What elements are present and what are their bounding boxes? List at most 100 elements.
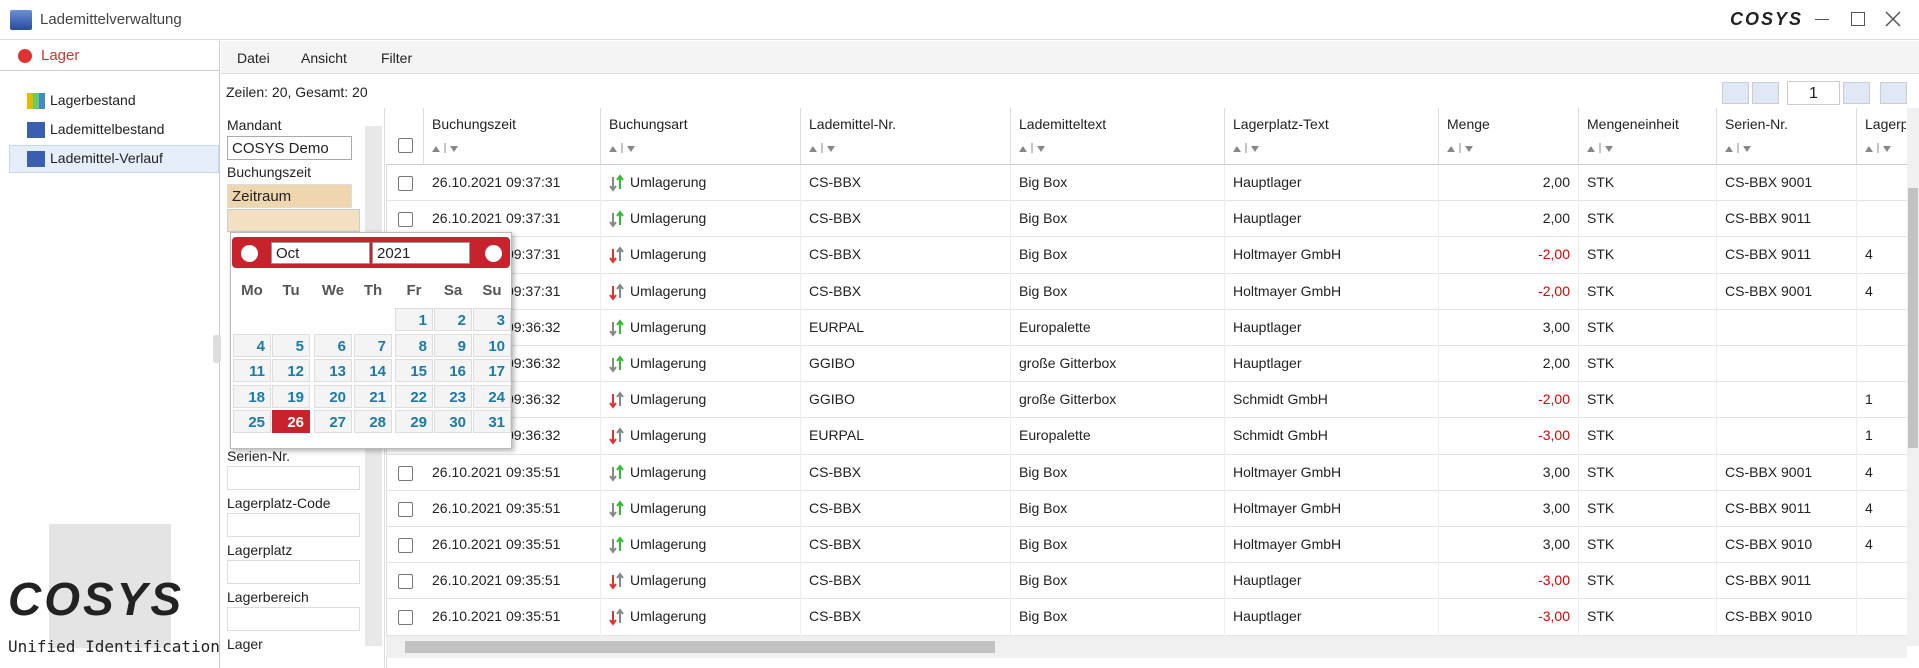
cell-divider xyxy=(600,201,601,238)
sort-icons[interactable] xyxy=(608,140,636,156)
filter-input[interactable] xyxy=(227,560,360,584)
table-cell: CS-BBX 9001 xyxy=(1725,282,1813,299)
column-header[interactable]: Lagerp xyxy=(1865,116,1906,132)
calendar-day[interactable]: 7 xyxy=(354,333,392,357)
logo-backdrop xyxy=(49,524,171,648)
row-checkbox[interactable] xyxy=(398,465,413,481)
column-header[interactable]: Menge xyxy=(1447,116,1490,132)
calendar-day[interactable]: 12 xyxy=(272,359,310,382)
menu-item[interactable]: Datei xyxy=(237,50,270,66)
filter-input[interactable] xyxy=(227,466,360,490)
calendar-day[interactable]: 18 xyxy=(233,384,271,408)
table-cell: große Gitterbox xyxy=(1019,355,1117,371)
calendar-day[interactable]: 8 xyxy=(395,333,433,357)
calendar-day[interactable]: 15 xyxy=(395,359,433,382)
sort-icons[interactable] xyxy=(1018,140,1046,156)
collapse-handle[interactable] xyxy=(213,335,221,363)
calendar-day[interactable]: 30 xyxy=(434,410,472,433)
row-checkbox[interactable] xyxy=(398,538,413,553)
minimize-button[interactable] xyxy=(1815,19,1829,20)
calendar-day[interactable]: 14 xyxy=(354,359,392,382)
filter-input[interactable] xyxy=(227,607,360,631)
row-checkbox[interactable] xyxy=(398,501,413,517)
calendar-day[interactable]: 26 xyxy=(272,410,310,433)
calendar-day[interactable]: 28 xyxy=(354,410,392,433)
sort-icons[interactable] xyxy=(431,140,459,156)
calendar-day[interactable]: 25 xyxy=(233,410,271,433)
select-all-checkbox[interactable] xyxy=(398,138,413,153)
calendar-day[interactable]: 29 xyxy=(395,410,433,433)
calendar-day[interactable]: 23 xyxy=(434,384,472,408)
calendar-day[interactable]: 10 xyxy=(473,333,511,357)
close-button[interactable] xyxy=(1882,8,1904,30)
filter-input[interactable] xyxy=(227,513,360,537)
mandant-select[interactable]: COSYS Demo xyxy=(227,136,352,160)
zeitraum-select[interactable]: Zeitraum xyxy=(227,184,352,208)
pager-input[interactable]: 1 xyxy=(1787,81,1840,105)
filter-label: Lagerbereich xyxy=(227,589,309,605)
column-header[interactable]: Mengeneinheit xyxy=(1587,116,1679,132)
table-cell: Holtmayer GmbH xyxy=(1233,536,1342,552)
sort-icons[interactable] xyxy=(1446,140,1474,156)
nav-item[interactable]: Lademittel-Verlauf xyxy=(50,150,163,166)
menu-item[interactable]: Ansicht xyxy=(301,50,347,66)
pager-button[interactable] xyxy=(1722,82,1749,104)
calendar-day[interactable]: 21 xyxy=(354,384,392,408)
cell-divider xyxy=(800,273,801,310)
month-select[interactable]: Oct xyxy=(271,242,370,264)
table-cell: Big Box xyxy=(1019,499,1068,516)
row-checkbox[interactable] xyxy=(398,610,413,626)
sort-icons[interactable] xyxy=(808,140,836,156)
column-header[interactable]: Buchungsart xyxy=(609,116,688,132)
nav-item[interactable]: Lademittelbestand xyxy=(50,121,165,137)
column-header[interactable]: Lademitteltext xyxy=(1019,116,1107,132)
horizontal-thumb[interactable] xyxy=(405,641,995,653)
maximize-button[interactable] xyxy=(1851,12,1865,26)
weekday: Su xyxy=(482,282,502,299)
sort-icons[interactable] xyxy=(1724,140,1752,156)
calendar-day[interactable]: 4 xyxy=(233,333,271,357)
calendar-day[interactable]: 17 xyxy=(473,359,511,382)
row-checkbox[interactable] xyxy=(398,212,413,228)
column-header[interactable]: Buchungszeit xyxy=(432,116,517,132)
pager-button[interactable] xyxy=(1752,82,1779,104)
row-checkbox[interactable] xyxy=(398,176,413,191)
calendar-day[interactable]: 9 xyxy=(434,333,472,357)
pager-button[interactable] xyxy=(1843,82,1870,104)
calendar-day[interactable]: 19 xyxy=(272,384,310,408)
calendar-day[interactable]: 31 xyxy=(473,410,511,433)
cell-divider xyxy=(600,490,601,527)
column-header[interactable]: Lagerplatz-Text xyxy=(1233,116,1329,132)
next-month[interactable] xyxy=(485,245,502,262)
column-header[interactable]: Serien-Nr. xyxy=(1725,116,1789,132)
calendar-day[interactable]: 27 xyxy=(314,410,352,433)
row-checkbox[interactable] xyxy=(398,574,413,590)
menu-item[interactable]: Filter xyxy=(381,50,413,66)
calendar-day[interactable]: 20 xyxy=(314,384,352,408)
calendar-day[interactable]: 3 xyxy=(473,308,511,331)
calendar-day[interactable]: 1 xyxy=(395,308,433,331)
nav-item[interactable]: Lagerbestand xyxy=(50,92,136,108)
sort-icons[interactable] xyxy=(1586,140,1614,156)
sort-icons[interactable] xyxy=(1232,140,1260,156)
calendar-day[interactable]: 6 xyxy=(314,333,352,357)
calendar-day[interactable]: 5 xyxy=(272,333,310,357)
year-select[interactable]: 2021 xyxy=(372,242,470,264)
calendar-day[interactable]: 11 xyxy=(233,359,271,382)
table-cell: CS-BBX xyxy=(809,536,862,552)
table-cell: -2,00 xyxy=(1538,282,1570,299)
cell-divider xyxy=(1716,490,1717,527)
calendar-day[interactable]: 22 xyxy=(395,384,433,408)
calendar-day[interactable]: 2 xyxy=(434,308,472,331)
calendar-day[interactable]: 13 xyxy=(314,359,352,382)
calendar-day[interactable]: 16 xyxy=(434,359,472,382)
column-header[interactable]: Lademittel-Nr. xyxy=(809,116,897,132)
vertical-thumb[interactable] xyxy=(1908,188,1918,448)
sort-icons[interactable] xyxy=(1864,140,1892,156)
date-input[interactable] xyxy=(227,209,360,232)
sidebar-section[interactable]: Lager xyxy=(41,47,80,64)
pager-button[interactable] xyxy=(1880,82,1907,104)
prev-month[interactable] xyxy=(241,245,258,262)
filter-label: Mandant xyxy=(227,117,282,133)
calendar-day[interactable]: 24 xyxy=(473,384,511,408)
